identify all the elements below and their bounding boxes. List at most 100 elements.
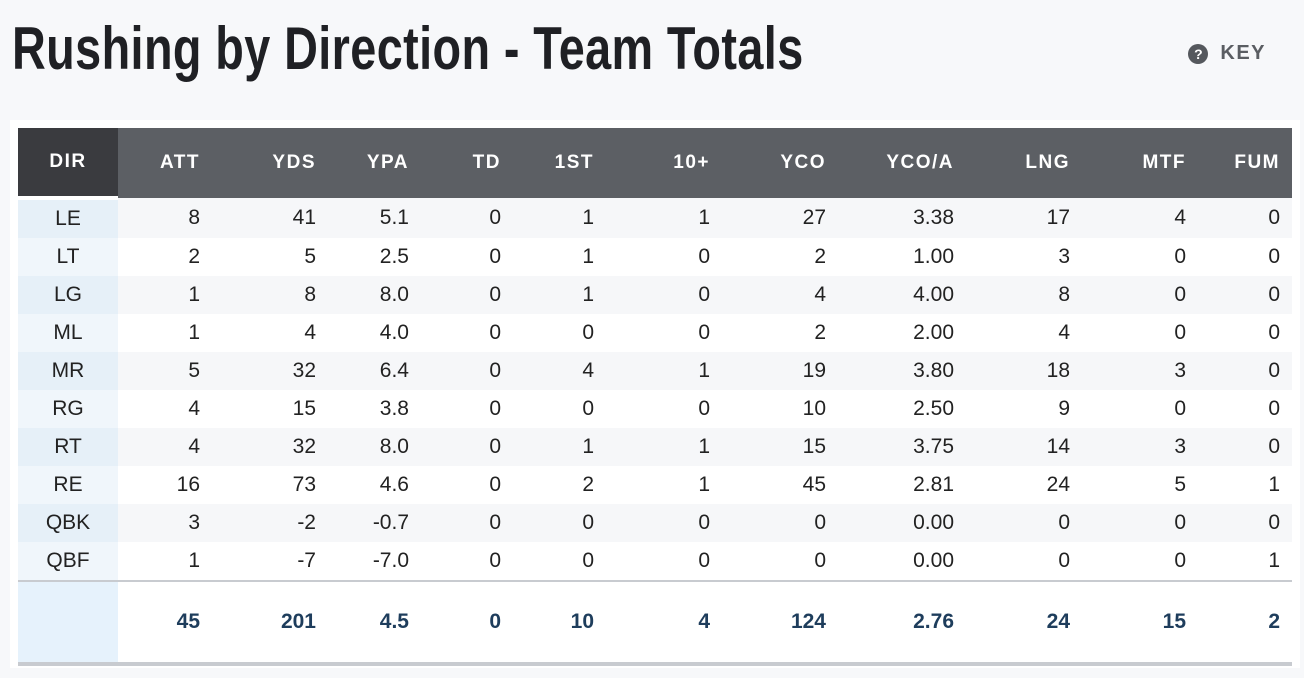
column-header-1st[interactable]: 1ST [513,128,606,198]
stat-cell: 1 [606,428,722,466]
stat-cell: 0 [421,428,513,466]
direction-cell: LE [18,198,118,238]
total-cell: 24 [966,580,1082,666]
stat-cell: 4 [1082,198,1198,238]
stat-cell: 0 [1268,397,1280,420]
stat-cell: -0.7 [328,504,421,542]
column-header-fum[interactable]: FUM [1198,128,1292,198]
direction-cell: MR [18,352,118,390]
stat-cell: 0 [698,321,710,344]
stat-cell: 15 [722,428,838,466]
table-row: LE 8 41 5.1 0 1 1 27 3.38 17 4 0 [18,198,1292,238]
stat-cell: 32 [212,428,328,466]
stat-cell: 3 [1058,245,1070,268]
total-cell: 15 [1082,580,1198,666]
stat-cell: 0 [1198,428,1292,466]
stat-cell: 17 [966,198,1082,238]
direction-cell: LG [18,276,118,314]
stat-cell: 0 [1174,321,1186,344]
column-header-lng[interactable]: LNG [966,128,1082,198]
total-cell: 2.76 [838,580,966,666]
direction-cell: ML [18,314,118,352]
stat-cell: 10 [802,397,826,420]
stat-cell: 3.75 [838,428,966,466]
stat-cell: 0 [489,549,501,572]
direction-cell: QBK [18,504,118,542]
stat-cell: 0 [421,352,513,390]
column-header-yds[interactable]: YDS [212,128,328,198]
stat-cell: 0 [698,549,710,572]
stat-cell: 32 [212,352,328,390]
totals-row: 45 201 4.5 0 10 4 124 2.76 24 15 2 [18,580,1292,666]
stat-cell: 0 [606,276,722,314]
stat-cell: 4 [513,352,606,390]
column-header-mtf[interactable]: MTF [1082,128,1198,198]
stat-cell: 0 [1058,549,1070,572]
stat-cell: 4 [188,397,200,420]
stat-cell: 3 [1082,352,1198,390]
stat-cell: 0 [1082,504,1198,542]
stat-cell: 0 [489,245,501,268]
stat-cell: 1.00 [913,245,954,268]
stat-cell: 0 [606,504,722,542]
stat-cell: 2 [188,245,200,268]
stat-cell: 2.81 [913,473,954,496]
stat-cell: 4.00 [838,276,966,314]
stat-cell: 0 [722,504,838,542]
stat-cell: 1 [1268,473,1280,496]
column-header-yco[interactable]: YCO [722,128,838,198]
stat-cell: 19 [722,352,838,390]
help-icon: ? [1188,43,1209,64]
column-header-10[interactable]: 10+ [606,128,722,198]
stat-cell: 4 [118,428,212,466]
table-row: LG 1 8 8.0 0 1 0 4 4.00 8 0 0 [18,276,1292,314]
stat-cell: 8.0 [328,428,421,466]
stat-cell: 0.00 [913,549,954,572]
stat-cell: 3.80 [838,352,966,390]
column-header-ycoa[interactable]: YCO/A [838,128,966,198]
stat-cell: 15 [292,397,316,420]
column-header-ypa[interactable]: YPA [328,128,421,198]
total-cell: 45 [118,580,212,666]
table-row: ML 1 4 4.0 0 0 0 2 2.00 4 0 0 [18,314,1292,352]
stat-cell: 0 [698,245,710,268]
stat-cell: 45 [802,473,826,496]
rushing-table: DIR ATT YDS YPA TD 1ST 10+ YCO YCO/A LNG MTF FUM LE… [18,128,1292,666]
stat-cell: 0 [513,504,606,542]
stat-cell: 3.38 [838,198,966,238]
page-title: Rushing by Direction - Team Totals [12,15,804,82]
key-button[interactable]: ? KEY [1188,42,1266,65]
stat-cell: 0 [421,198,513,238]
total-cell: 4 [606,580,722,666]
stat-cell: 2 [582,473,594,496]
stat-cell: 2 [814,245,826,268]
table-row: MR 5 32 6.4 0 4 1 19 3.80 18 3 0 [18,352,1292,390]
stat-cell: 0 [1268,245,1280,268]
column-header-att[interactable]: ATT [118,128,212,198]
direction-cell: LT [18,238,118,276]
stat-cell: 5 [1174,473,1186,496]
total-cell: 4.5 [328,580,421,666]
total-cell: 201 [212,580,328,666]
stat-cell: 1 [513,428,606,466]
key-label: KEY [1220,42,1266,64]
stat-cell: 0 [1082,276,1198,314]
column-header-dir[interactable]: DIR [18,128,118,200]
stat-cell: 9 [1058,397,1070,420]
stat-cell: 1 [513,276,606,314]
stat-cell: 3.8 [379,397,409,420]
total-cell: 0 [421,580,513,666]
stat-cell: 0 [1198,198,1292,238]
stat-cell: 1 [606,352,722,390]
total-cell: 10 [513,580,606,666]
direction-cell: RG [18,390,118,428]
stat-cell: 4 [1058,321,1070,344]
total-cell [18,580,118,666]
total-cell: 124 [722,580,838,666]
stat-cell: 4 [304,321,316,344]
stat-cell: 1 [1268,549,1280,572]
stat-cell: 1 [698,473,710,496]
stat-cell: 0 [1198,504,1292,542]
stat-cell: 8 [212,276,328,314]
column-header-td[interactable]: TD [421,128,513,198]
